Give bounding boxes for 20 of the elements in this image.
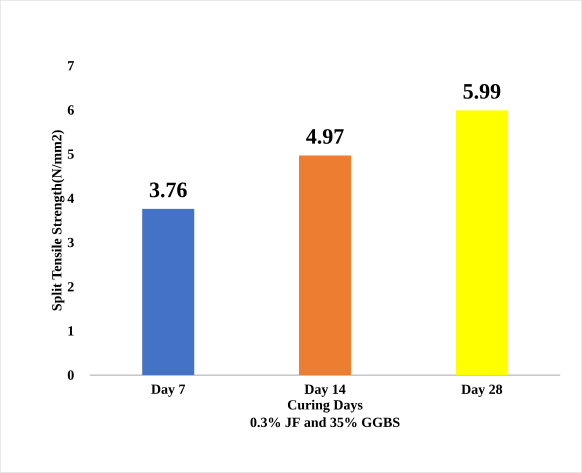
y-tick-label: 2 [68,282,74,292]
y-tick-label: 7 [68,61,74,70]
bar [142,208,194,376]
y-axis-title: Split Tensile Strength(N/mm2) [52,130,64,310]
x-tick-label: Day 7 [151,384,186,397]
data-label: 5.99 [464,84,500,99]
y-tick-label: 3 [68,238,74,248]
y-tick-label: 0 [68,370,74,380]
x-tick-label: Day 28 [461,384,502,397]
y-tick-label: 4 [67,194,74,203]
y-tick-label: 6 [68,105,74,115]
bar [299,156,352,376]
y-tick-label: 5 [68,150,74,159]
y-tick-label: 1 [68,326,74,336]
data-label: 3.76 [150,182,187,198]
x-axis-title: Curing Days [288,400,363,413]
bar [456,110,508,376]
x-tick-label: Day 14 [304,384,346,397]
text: 0.3% JF and 35% GGBS [250,417,400,428]
data-label: 4.97 [306,129,344,144]
